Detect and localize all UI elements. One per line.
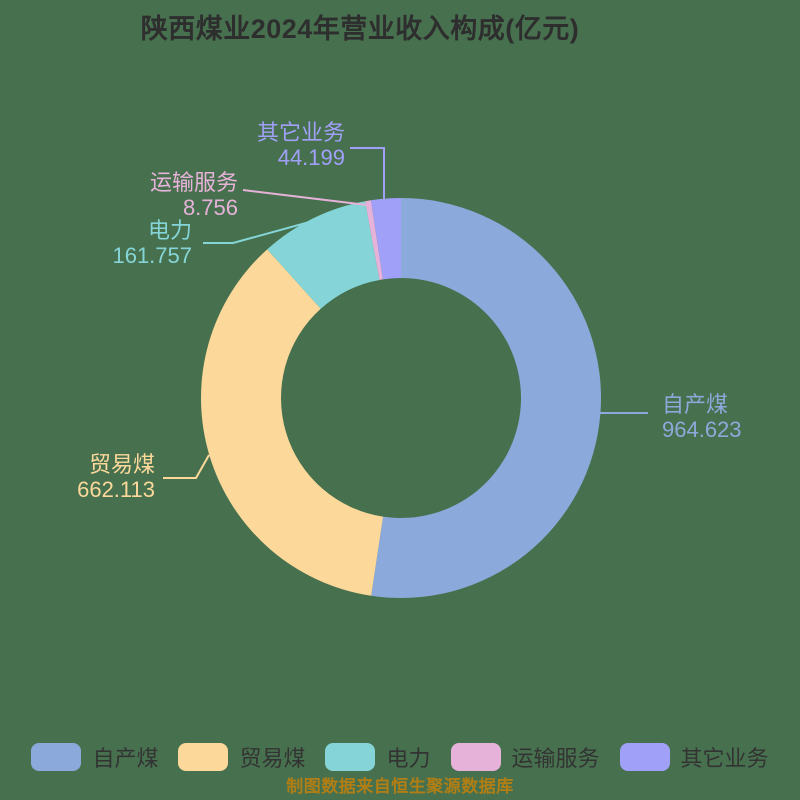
pie-label-other-business: 其它业务 44.199 bbox=[257, 120, 345, 170]
pie-label-transport-service: 运输服务 8.756 bbox=[150, 170, 238, 220]
pie-label-value: 44.199 bbox=[277, 145, 345, 170]
legend-swatch-icon bbox=[325, 743, 376, 771]
pie-label-value: 161.757 bbox=[112, 243, 192, 268]
pie-label-line-other-business bbox=[350, 147, 385, 199]
legend-item-label: 自产煤 bbox=[92, 746, 159, 771]
legend-item-electricity[interactable]: 电力 bbox=[325, 741, 431, 773]
pie-segment-trade-coal[interactable] bbox=[201, 249, 384, 596]
pie-segment-transport-service[interactable] bbox=[365, 200, 383, 280]
legend-item-other-business[interactable]: 其它业务 bbox=[619, 741, 769, 773]
chart-title: 陕西煤业2024年营业收入构成(亿元) bbox=[140, 14, 580, 44]
legend-swatch-icon bbox=[619, 743, 670, 771]
pie-label-name: 电力 bbox=[147, 218, 192, 243]
pie-segment-self-produced-coal[interactable] bbox=[371, 198, 602, 599]
pie-label-name: 运输服务 bbox=[149, 170, 238, 195]
legend-item-transport-service[interactable]: 运输服务 bbox=[450, 741, 600, 773]
legend-swatch-icon bbox=[450, 743, 501, 771]
legend: 自产煤 贸易煤 电力 运输服务 其它业务 bbox=[0, 741, 800, 773]
pie-label-line-transport-service bbox=[242, 189, 368, 206]
pie-label-name: 贸易煤 bbox=[88, 452, 155, 477]
legend-swatch-icon bbox=[178, 743, 229, 771]
legend-item-label: 贸易煤 bbox=[239, 746, 306, 771]
pie-label-line-electricity bbox=[203, 220, 314, 244]
pie-segment-electricity[interactable] bbox=[267, 201, 380, 309]
data-source-note: 制图数据来自恒生聚源数据库 bbox=[286, 777, 514, 796]
pie-segment-other-business[interactable] bbox=[370, 198, 401, 280]
pie-label-self-produced-coal: 自产煤 964.623 bbox=[662, 392, 742, 442]
legend-item-label: 其它业务 bbox=[680, 746, 769, 771]
pie-label-value: 662.113 bbox=[77, 477, 155, 502]
legend-item-trade-coal[interactable]: 贸易煤 bbox=[178, 741, 305, 773]
legend-item-self-produced-coal[interactable]: 自产煤 bbox=[31, 741, 158, 773]
pie-label-name: 其它业务 bbox=[256, 120, 345, 145]
legend-item-label: 电力 bbox=[386, 746, 431, 771]
pie-label-trade-coal: 贸易煤 662.113 bbox=[77, 452, 155, 502]
pie-label-value: 8.756 bbox=[182, 195, 238, 220]
pie-label-value: 964.623 bbox=[662, 417, 742, 442]
legend-swatch-icon bbox=[31, 743, 82, 771]
legend-item-label: 运输服务 bbox=[511, 746, 600, 771]
pie-label-line-trade-coal bbox=[163, 454, 210, 479]
pie-label-electricity: 电力 161.757 bbox=[112, 218, 192, 268]
pie-label-name: 自产煤 bbox=[662, 392, 729, 417]
